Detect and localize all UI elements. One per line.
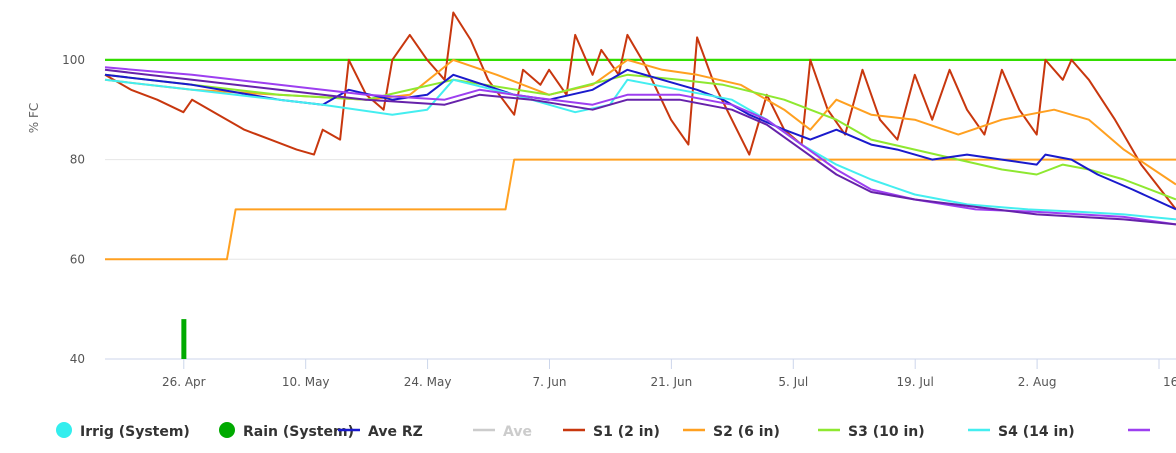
legend-item[interactable]: S4 (14 in) (968, 424, 1075, 440)
rain-bars (181, 319, 187, 359)
y-tick-label: 60 (70, 252, 85, 266)
y-tick-label: 80 (70, 153, 85, 167)
legend-label: Ave RZ (368, 424, 423, 440)
series-line (104, 78, 1176, 221)
x-tick-label: 10. May (282, 375, 330, 389)
legend-dot (56, 422, 72, 438)
legend-label: S1 (2 in) (593, 424, 660, 440)
x-tick-label: 16 (1163, 375, 1176, 389)
series-lines (104, 11, 1176, 261)
legend-dot (219, 422, 235, 438)
legend-item[interactable]: S1 (2 in) (563, 424, 660, 440)
legend-item[interactable]: Ave (473, 424, 532, 440)
x-tick-label: 5. Jul (778, 375, 808, 389)
legend-item[interactable]: Rain (System) (219, 422, 354, 440)
legend-item[interactable]: Ave RZ (338, 424, 423, 440)
y-tick-label: 100 (62, 53, 85, 67)
x-tick-label: 7. Jun (532, 375, 566, 389)
series-line (104, 68, 1176, 226)
x-axis: 26. Apr 10. May 24. May 7. Jun 21. Jun 5. Jul… (105, 358, 1176, 389)
legend-label: Ave (503, 424, 532, 440)
x-tick-label: 21. Jun (651, 375, 693, 389)
series-line (104, 68, 1176, 211)
x-tick-label: 2. Aug (1018, 375, 1057, 389)
series-line (105, 158, 1176, 261)
series-line (104, 66, 1176, 226)
x-tick-label: 26. Apr (162, 375, 206, 389)
legend-item[interactable]: S2 (6 in) (683, 424, 780, 440)
y-tick-label: 40 (70, 352, 85, 366)
x-tick-label: 24. May (404, 375, 452, 389)
legend-item[interactable]: Irrig (System) (56, 422, 190, 440)
legend-label: Rain (System) (243, 424, 354, 440)
legend[interactable]: Irrig (System) Rain (System) Ave RZ Ave S1 (… (56, 422, 1150, 440)
legend-item[interactable]: S3 (10 in) (818, 424, 925, 440)
series-line (104, 11, 1176, 211)
series-line (104, 58, 1176, 186)
x-tick-label: 19. Jul (896, 375, 933, 389)
legend-label: Irrig (System) (80, 424, 190, 440)
legend-label: S2 (6 in) (713, 424, 780, 440)
rain-bar (181, 319, 187, 359)
legend-label: S3 (10 in) (848, 424, 925, 440)
legend-label: S4 (14 in) (998, 424, 1075, 440)
y-axis-label: % FC (27, 103, 41, 134)
y-axis-ticks: 40 60 80 100 (62, 53, 85, 366)
